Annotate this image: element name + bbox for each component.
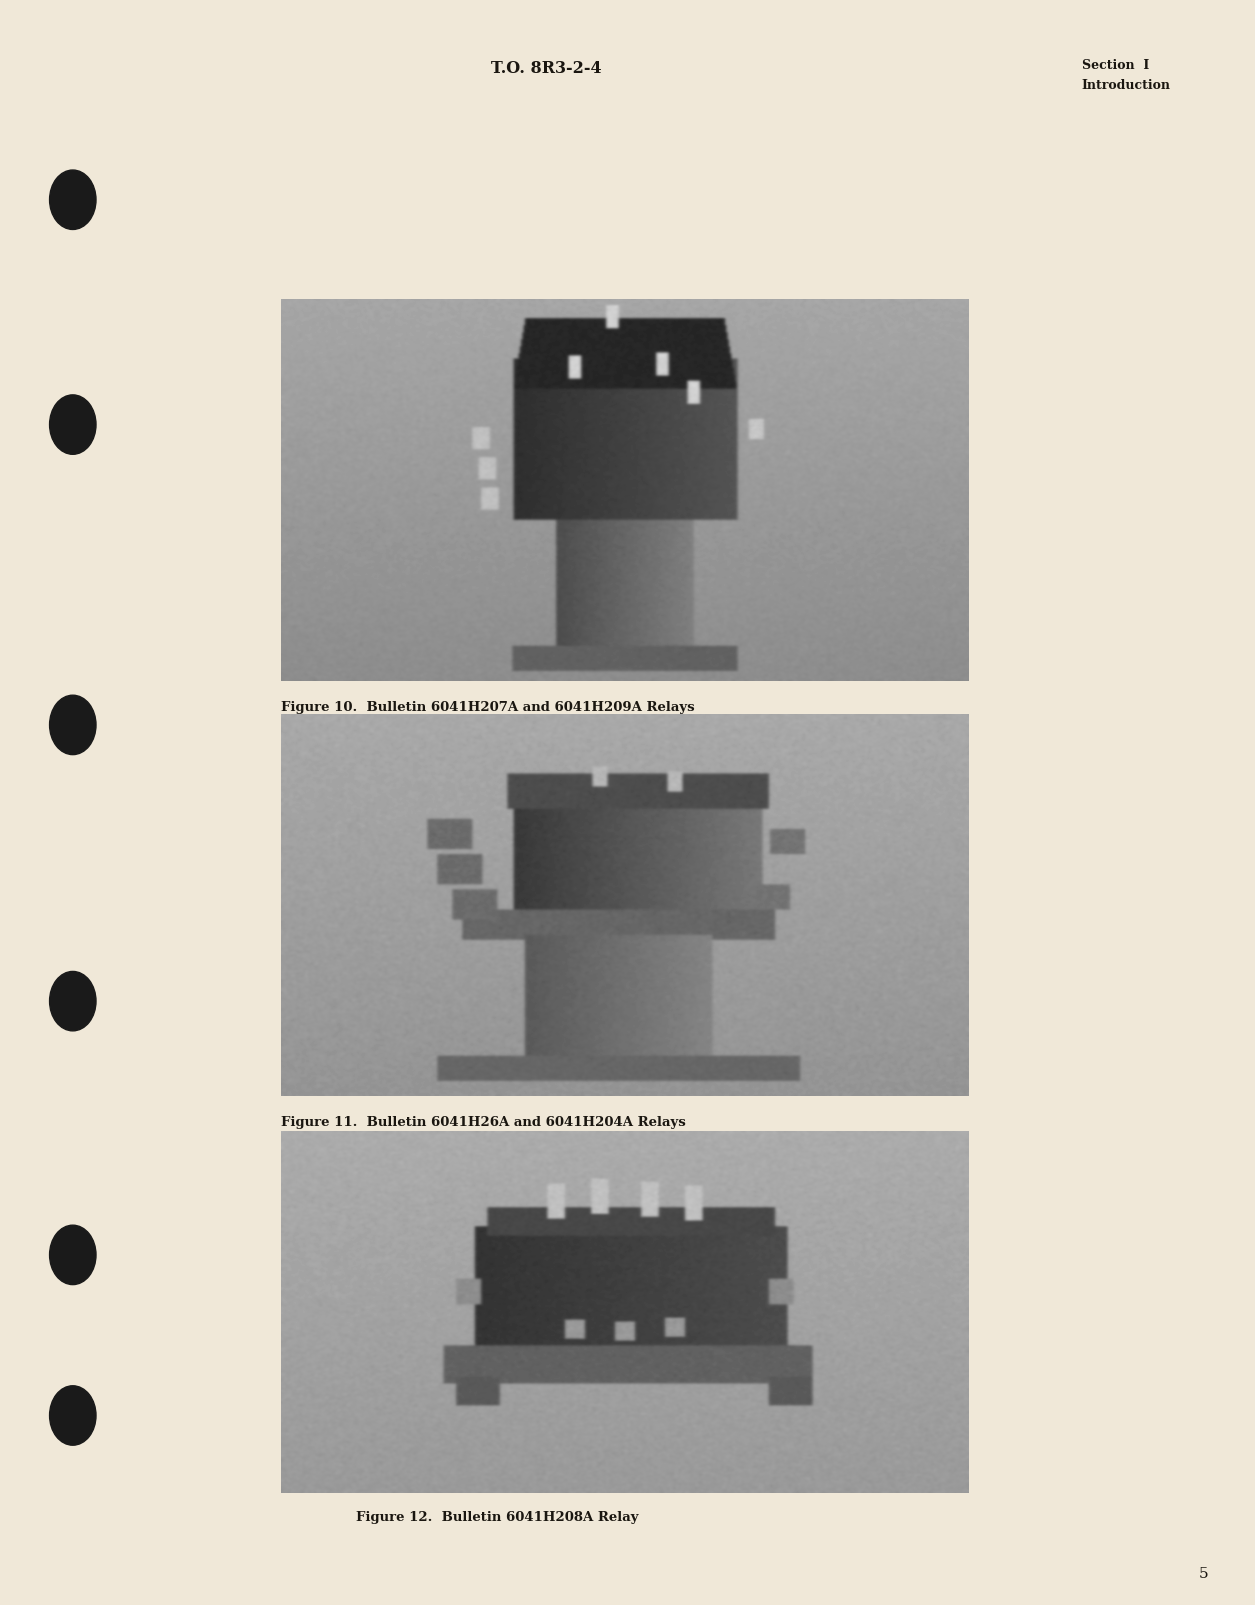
Circle shape [50,172,97,230]
Circle shape [50,971,97,1032]
Text: Section  I: Section I [1082,58,1150,72]
Text: Figure 11.  Bulletin 6041H26A and 6041H204A Relays: Figure 11. Bulletin 6041H26A and 6041H20… [281,1115,686,1128]
Circle shape [50,1226,97,1284]
Text: Figure 12.  Bulletin 6041H208A Relay: Figure 12. Bulletin 6041H208A Relay [356,1510,639,1523]
Circle shape [50,1387,97,1444]
Circle shape [50,695,97,754]
Text: T.O. 8R3-2-4: T.O. 8R3-2-4 [491,59,601,77]
Text: 5: 5 [1199,1566,1209,1579]
Circle shape [50,395,97,456]
Text: Figure 10.  Bulletin 6041H207A and 6041H209A Relays: Figure 10. Bulletin 6041H207A and 6041H2… [281,700,695,714]
Text: Introduction: Introduction [1082,79,1171,91]
